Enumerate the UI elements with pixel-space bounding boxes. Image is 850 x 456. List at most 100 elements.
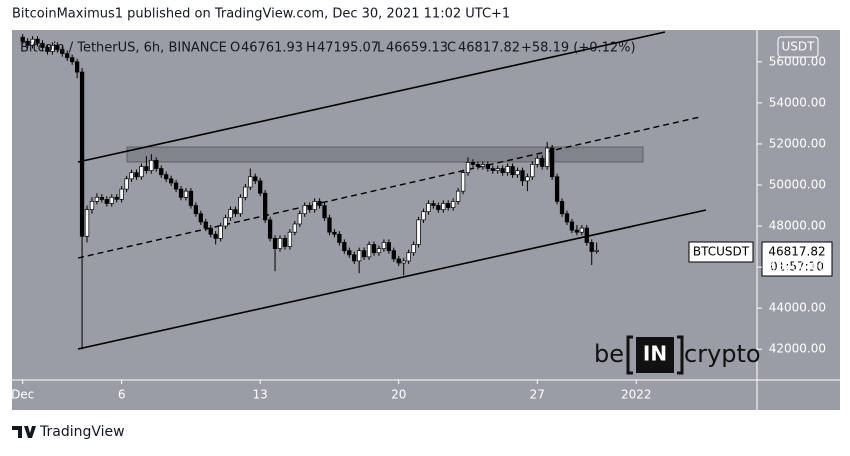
candle-body: [530, 164, 535, 178]
footer: TradingView: [12, 424, 125, 440]
candle-body: [416, 219, 421, 245]
candle-body: [25, 40, 30, 46]
watermark-text: IN: [643, 342, 667, 366]
watermark-text: crypto: [684, 340, 761, 368]
candle-body: [297, 213, 302, 225]
candle-body: [347, 250, 352, 256]
watermark-box: [636, 337, 674, 373]
candle-body: [371, 244, 377, 254]
candle-body: [218, 225, 223, 239]
candle-body: [431, 203, 436, 206]
candle-body: [198, 213, 203, 223]
y-tick-label: 46000.00: [769, 260, 826, 274]
y-tick-label: 48000.00: [769, 219, 826, 233]
x-tick-label: 13: [253, 388, 268, 402]
candle-body: [381, 242, 387, 249]
candle-body: [465, 162, 471, 174]
footer-logo: [12, 426, 36, 438]
price-change: +58.19 (+0.12%): [521, 41, 636, 56]
candle-body: [391, 250, 396, 260]
candle-body: [70, 57, 75, 63]
candle-body: [322, 205, 327, 219]
candle-body: [525, 176, 530, 182]
candle-body: [302, 205, 307, 215]
candle-body: [154, 160, 159, 169]
candle-body: [248, 176, 253, 188]
candle-body: [520, 170, 525, 182]
candle-body: [470, 162, 476, 165]
candle-body: [94, 196, 100, 202]
candle-body: [168, 178, 174, 184]
candle-body: [65, 53, 70, 59]
x-tick-label: 2022: [621, 388, 652, 402]
candle-body: [366, 244, 372, 258]
y-tick-label: 52000.00: [769, 136, 826, 150]
candle-body: [446, 203, 451, 208]
candle-body: [60, 49, 65, 54]
candle-body: [569, 221, 575, 231]
header: BitcoinMaximus1 published on TradingView…: [12, 7, 510, 22]
channel-upper: [77, 31, 666, 163]
candle-body: [84, 209, 90, 237]
last-price-tag: [761, 241, 833, 277]
footer-text: TradingView: [39, 424, 125, 440]
candle-body: [411, 244, 416, 254]
candle-body: [540, 157, 545, 167]
candle-body: [178, 188, 184, 198]
candle-body: [30, 38, 35, 46]
watermark: be IN crypto: [594, 335, 761, 375]
candle-body: [549, 147, 555, 178]
candle-body: [89, 201, 95, 210]
candle-body: [272, 238, 278, 249]
candle-body: [238, 196, 243, 215]
candle-body: [475, 164, 481, 167]
candle-body: [267, 219, 273, 239]
candle-body: [535, 157, 540, 165]
candle-body: [149, 160, 154, 171]
ohlc-label: C: [447, 41, 456, 56]
candle-body: [124, 178, 129, 190]
candle-body: [282, 238, 288, 247]
x-tick-label: 6: [118, 388, 126, 402]
candle-body: [505, 166, 510, 174]
candle-body: [307, 205, 312, 210]
candle-body: [243, 186, 248, 198]
candle-body: [262, 192, 268, 221]
candle-body: [451, 201, 456, 208]
ohlc-label: O: [230, 41, 240, 56]
symbol-legend: Bitcoin / TetherUS, 6h, BINANCE O 46761.…: [20, 41, 636, 56]
plot-area: [20, 31, 707, 350]
candle-body: [119, 188, 124, 200]
candle-body: [485, 164, 490, 169]
candle-body: [79, 71, 85, 237]
chart-background: [12, 30, 840, 410]
candle-body: [495, 168, 500, 171]
y-tick-label: 50000.00: [769, 177, 826, 191]
y-tick-label: 44000.00: [769, 301, 826, 315]
candle-body: [164, 174, 169, 180]
watermark-text: be: [594, 340, 624, 368]
candle-body: [545, 147, 550, 167]
candle-body: [515, 170, 520, 176]
candle-body: [253, 176, 258, 182]
candle-body: [129, 172, 134, 180]
candle-body: [500, 168, 505, 174]
candle-body: [20, 36, 25, 42]
candle-body: [584, 227, 589, 243]
candle-body: [352, 254, 357, 262]
candle-body: [510, 166, 515, 176]
candle-body: [139, 166, 144, 178]
last-price: 46817.82: [768, 245, 825, 259]
candle-body: [109, 196, 114, 204]
watermark-bracket: [626, 335, 684, 375]
candle-body: [327, 217, 332, 233]
x-tick-label: 20: [391, 388, 406, 402]
candle-body: [173, 182, 179, 190]
candle-body: [441, 203, 446, 210]
candle-body: [396, 258, 401, 264]
candle-body: [436, 205, 441, 210]
ohlc-value: 46817.82: [458, 41, 520, 56]
candle-body: [332, 231, 337, 235]
